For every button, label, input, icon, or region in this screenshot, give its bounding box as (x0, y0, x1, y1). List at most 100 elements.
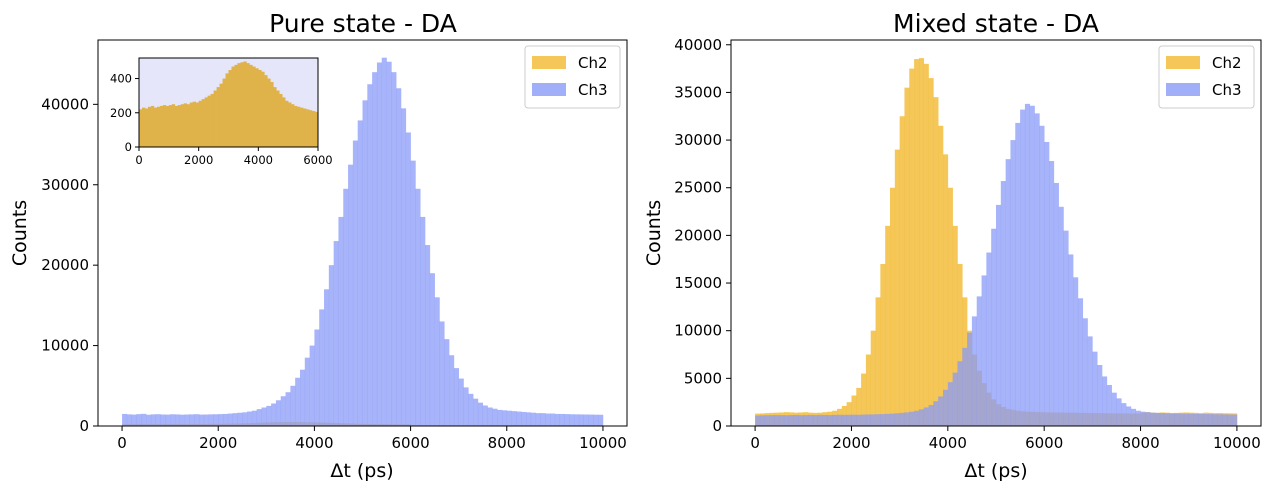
histogram-bar (991, 228, 997, 426)
inset-histogram-bar (162, 105, 167, 147)
histogram-bar (463, 387, 469, 426)
legend-swatch-ch3 (1166, 83, 1200, 96)
histogram-bar (420, 216, 426, 426)
histogram-bar (779, 415, 785, 426)
histogram-bar (564, 414, 570, 426)
inset-histogram-bar (312, 111, 316, 147)
series-ch3 (122, 57, 604, 427)
inset-histogram-bar (141, 107, 146, 147)
histogram-bar (1222, 414, 1228, 426)
histogram-bar (487, 407, 493, 426)
histogram-bar (477, 402, 484, 426)
inset-y-axis: 0 200 400 (110, 72, 139, 154)
histogram-bar (218, 414, 224, 426)
histogram-bar (141, 413, 147, 426)
histogram-bar (473, 398, 479, 426)
histogram-bar (899, 116, 905, 426)
histogram-bar (213, 414, 219, 426)
histogram-bar (784, 415, 790, 426)
inset-histogram-bar (240, 62, 244, 147)
y-tick-label: 35000 (674, 83, 722, 101)
histogram-bar (1024, 103, 1031, 427)
inset-frame (138, 57, 319, 148)
histogram-bar (1203, 413, 1209, 426)
histogram-bar (952, 225, 958, 426)
histogram-bar (1082, 318, 1088, 426)
inset-histogram-bar (309, 110, 313, 147)
histogram-bar (598, 414, 604, 426)
inset-histogram-bar (147, 106, 152, 147)
histogram-bar (194, 414, 200, 426)
histogram-bar (574, 414, 580, 426)
histogram-bar (131, 414, 137, 426)
histogram-bar (540, 413, 546, 426)
x-axis: 0 2000 4000 6000 8000 10000 (117, 426, 627, 452)
inset-histogram-bar (183, 103, 188, 147)
histogram-bar (1188, 413, 1194, 426)
histogram-bar (861, 373, 867, 426)
histogram-bar (933, 401, 939, 426)
inset-histogram-bar (192, 101, 196, 147)
histogram-bar (851, 414, 857, 426)
histogram-bar (256, 409, 262, 426)
histogram-bar (319, 309, 325, 426)
x-tick-label: 4000 (295, 434, 333, 452)
histogram-bar (1058, 206, 1064, 426)
y-tick-label: 20000 (41, 256, 89, 274)
x-axis: 0 2000 4000 6000 8000 10000 (750, 426, 1261, 452)
histogram-bar (880, 414, 886, 426)
y-axis-label: Counts (9, 200, 31, 266)
histogram-bar (793, 414, 799, 426)
histogram-bar (904, 87, 910, 426)
y-tick-label: 30000 (674, 131, 722, 149)
histogram-bar (458, 378, 464, 426)
inset-histogram-bar (171, 104, 176, 147)
histogram-bar (890, 187, 896, 426)
inset-histogram-bar (207, 95, 211, 147)
histogram-bar (837, 414, 843, 426)
histogram-bar (126, 414, 132, 426)
inset-y-tick-label: 400 (110, 72, 132, 86)
histogram-bar (1034, 113, 1040, 426)
histogram-bar (150, 414, 157, 426)
histogram-bar (497, 409, 503, 426)
histogram-bar (759, 415, 766, 426)
histogram-bar (1111, 392, 1117, 426)
histogram-bar (856, 414, 862, 426)
inset-chart: 0 2000 4000 6000 0 200 400 (110, 57, 333, 167)
x-tick-label: 10000 (1213, 434, 1261, 452)
histogram-bar (304, 357, 310, 426)
y-tick-label: 0 (712, 417, 722, 435)
histogram-bar (943, 154, 949, 427)
histogram-bar (1130, 408, 1137, 426)
histogram-bar (1097, 365, 1103, 426)
histogram-bar (348, 164, 354, 427)
inset-histogram-bar (180, 104, 185, 147)
histogram-bar (1174, 413, 1180, 426)
x-tick-label: 2000 (199, 434, 237, 452)
histogram-bar (971, 316, 978, 426)
histogram-bar (588, 414, 594, 426)
histogram-bar (769, 415, 775, 426)
histogram-bar (434, 297, 440, 426)
inset-histogram-bar (267, 78, 271, 147)
x-tick-label: 0 (750, 434, 760, 452)
histogram-bar (530, 412, 536, 426)
plot-area-bars (755, 58, 1238, 427)
histogram-bar (405, 132, 411, 426)
inset-histogram-bar (291, 104, 295, 147)
histogram-bar (957, 263, 963, 426)
histogram-bar (1068, 254, 1074, 426)
legend-swatch-ch2 (1166, 56, 1200, 69)
inset-histogram-bar (213, 90, 217, 147)
y-tick-label: 40000 (674, 36, 722, 54)
histogram-bar (521, 411, 527, 426)
histogram-bar (938, 125, 944, 427)
histogram-bar (170, 414, 176, 426)
histogram-bar (846, 402, 852, 426)
histogram-bar (155, 414, 161, 426)
histogram-bar (122, 413, 128, 426)
histogram-bar (986, 252, 992, 426)
histogram-bar (439, 321, 445, 426)
